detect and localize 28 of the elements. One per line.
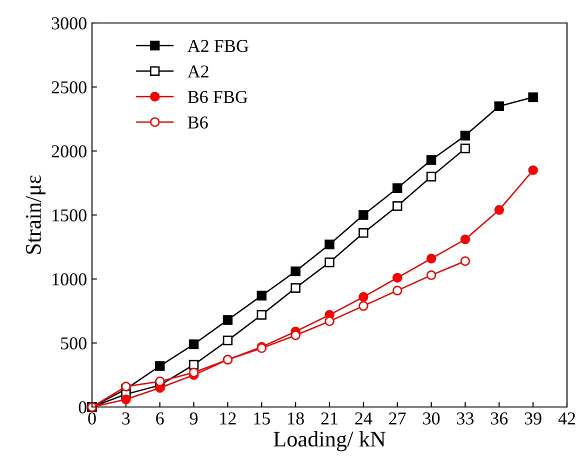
x-tick-label: 3 <box>122 412 130 425</box>
y-tick-label: 2500 <box>52 81 86 94</box>
x-tick-label: 12 <box>220 412 236 424</box>
legend-label: B6 FBG <box>188 90 248 104</box>
x-tick-label: 42 <box>558 412 576 424</box>
x-tick-label: 9 <box>190 412 198 425</box>
x-tick-label: 18 <box>288 412 304 425</box>
y-tick-label: 1500 <box>52 209 86 222</box>
y-tick-label: 1000 <box>52 273 86 286</box>
x-tick-label: 27 <box>389 412 406 424</box>
y-axis-title: Strain/με <box>26 175 46 254</box>
x-tick-label: 39 <box>524 412 542 425</box>
y-tick-label: 500 <box>61 337 86 350</box>
x-tick-label: 21 <box>321 412 338 424</box>
y-tick-label: 3000 <box>52 17 86 30</box>
x-tick-label: 30 <box>423 412 440 425</box>
legend-label: B6 <box>188 116 208 129</box>
y-tick-label: 0 <box>78 401 86 414</box>
x-tick-label: 15 <box>254 412 270 425</box>
legend-label: A2 FBG <box>187 40 248 52</box>
x-axis-title: Loading/ kN <box>274 431 386 452</box>
x-tick-label: 33 <box>457 412 474 425</box>
x-tick-label: 36 <box>490 412 508 425</box>
legend-label: A2 <box>187 65 208 78</box>
x-tick-label: 24 <box>355 412 372 424</box>
x-tick-label: 6 <box>156 412 164 425</box>
x-tick-label: 0 <box>88 412 96 425</box>
y-tick-label: 2000 <box>52 145 86 158</box>
